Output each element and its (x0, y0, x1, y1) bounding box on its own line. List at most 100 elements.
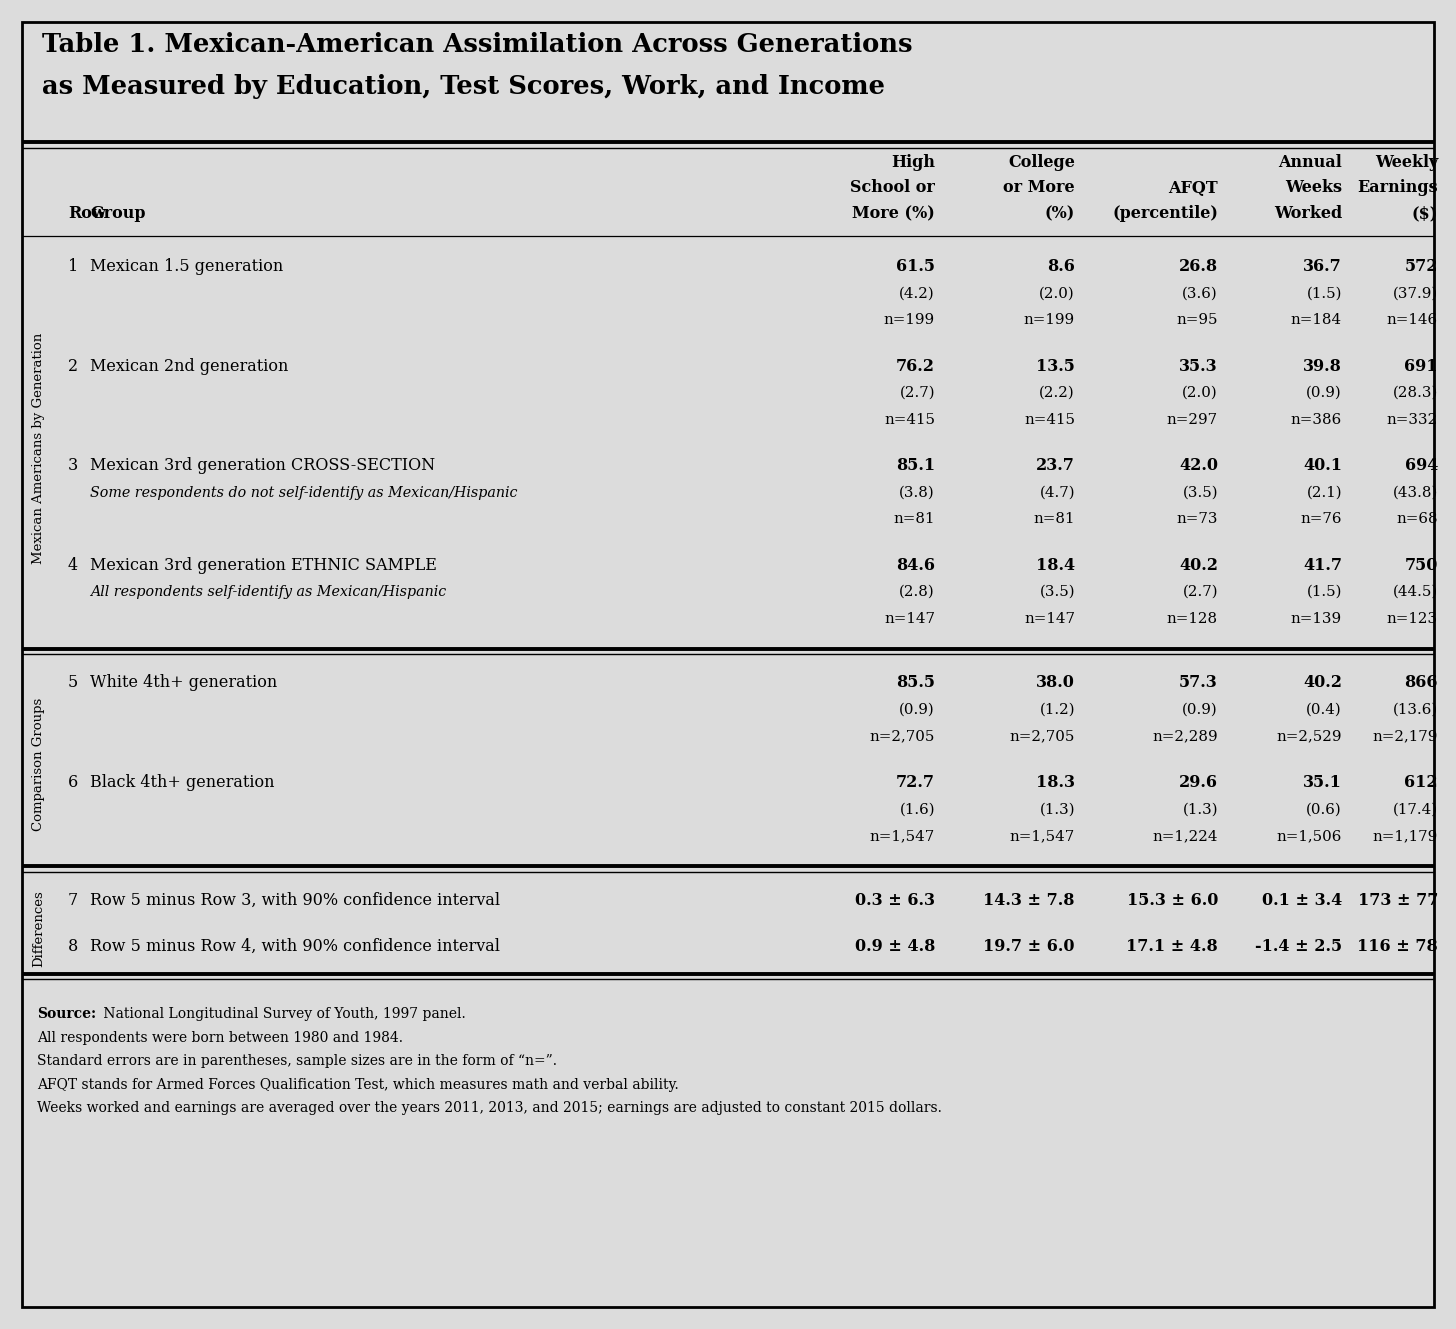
Text: 72.7: 72.7 (895, 773, 935, 791)
Text: 116 ± 78: 116 ± 78 (1357, 938, 1439, 956)
Text: 17.1 ± 4.8: 17.1 ± 4.8 (1127, 938, 1219, 956)
Text: 35.3: 35.3 (1179, 358, 1219, 375)
Text: n=147: n=147 (884, 611, 935, 626)
Text: (3.8): (3.8) (900, 485, 935, 500)
Text: n=128: n=128 (1166, 611, 1219, 626)
Text: 19.7 ± 6.0: 19.7 ± 6.0 (983, 938, 1075, 956)
Text: (0.4): (0.4) (1306, 703, 1342, 716)
Text: Row 5 minus Row 3, with 90% confidence interval: Row 5 minus Row 3, with 90% confidence i… (90, 892, 499, 909)
Text: (2.0): (2.0) (1182, 385, 1219, 400)
Text: n=81: n=81 (894, 512, 935, 526)
Text: n=2,179: n=2,179 (1373, 730, 1439, 743)
Text: (43.8): (43.8) (1393, 485, 1439, 500)
Text: (percentile): (percentile) (1112, 205, 1219, 222)
Text: 2: 2 (68, 358, 79, 375)
Text: 41.7: 41.7 (1303, 557, 1342, 574)
Text: 5: 5 (68, 674, 79, 691)
Text: n=123: n=123 (1388, 611, 1439, 626)
Text: Row 5 minus Row 4, with 90% confidence interval: Row 5 minus Row 4, with 90% confidence i… (90, 938, 499, 956)
Text: -1.4 ± 2.5: -1.4 ± 2.5 (1255, 938, 1342, 956)
Text: 3: 3 (68, 457, 79, 474)
Text: Mexican 3rd generation CROSS-SECTION: Mexican 3rd generation CROSS-SECTION (90, 457, 435, 474)
Text: (0.6): (0.6) (1306, 803, 1342, 816)
Text: 15.3 ± 6.0: 15.3 ± 6.0 (1127, 892, 1219, 909)
Text: 18.4: 18.4 (1035, 557, 1075, 574)
Text: National Longitudinal Survey of Youth, 1997 panel.: National Longitudinal Survey of Youth, 1… (99, 1007, 466, 1021)
Text: Earnings: Earnings (1357, 179, 1439, 197)
Text: (4.2): (4.2) (900, 287, 935, 300)
Text: or More: or More (1003, 179, 1075, 197)
Text: AFQT stands for Armed Forces Qualification Test, which measures math and verbal : AFQT stands for Armed Forces Qualificati… (36, 1078, 678, 1092)
Text: n=2,705: n=2,705 (1009, 730, 1075, 743)
Text: High: High (891, 154, 935, 171)
Text: (1.2): (1.2) (1040, 703, 1075, 716)
Text: n=386: n=386 (1291, 412, 1342, 427)
Text: n=332: n=332 (1386, 412, 1439, 427)
Text: (37.9): (37.9) (1393, 287, 1439, 300)
Text: 8.6: 8.6 (1047, 258, 1075, 275)
Text: n=415: n=415 (1024, 412, 1075, 427)
Text: (13.6): (13.6) (1393, 703, 1439, 716)
Text: 26.8: 26.8 (1179, 258, 1219, 275)
Text: 84.6: 84.6 (895, 557, 935, 574)
Text: (4.7): (4.7) (1040, 485, 1075, 500)
Text: 23.7: 23.7 (1037, 457, 1075, 474)
Text: 42.0: 42.0 (1179, 457, 1219, 474)
Text: 612: 612 (1405, 773, 1439, 791)
Text: Some respondents do not self-identify as Mexican/Hispanic: Some respondents do not self-identify as… (90, 485, 517, 500)
Text: 1: 1 (68, 258, 79, 275)
Text: 38.0: 38.0 (1037, 674, 1075, 691)
Text: (28.3): (28.3) (1393, 385, 1439, 400)
Text: n=73: n=73 (1176, 512, 1219, 526)
Text: (2.7): (2.7) (900, 385, 935, 400)
Text: Annual: Annual (1278, 154, 1342, 171)
Text: (2.0): (2.0) (1040, 287, 1075, 300)
Text: Mexican 1.5 generation: Mexican 1.5 generation (90, 258, 284, 275)
Text: 13.5: 13.5 (1037, 358, 1075, 375)
Text: All respondents self-identify as Mexican/Hispanic: All respondents self-identify as Mexican… (90, 585, 446, 599)
Text: College: College (1008, 154, 1075, 171)
Text: 57.3: 57.3 (1179, 674, 1219, 691)
Text: (1.3): (1.3) (1040, 803, 1075, 816)
Text: AFQT: AFQT (1168, 179, 1219, 197)
Text: 61.5: 61.5 (895, 258, 935, 275)
Text: (2.1): (2.1) (1306, 485, 1342, 500)
Text: Weeks: Weeks (1286, 179, 1342, 197)
Text: n=297: n=297 (1166, 412, 1219, 427)
Text: n=1,547: n=1,547 (1010, 829, 1075, 843)
Text: 866: 866 (1405, 674, 1439, 691)
Text: n=2,289: n=2,289 (1152, 730, 1219, 743)
Text: 750: 750 (1405, 557, 1439, 574)
Text: n=199: n=199 (1024, 314, 1075, 327)
Text: n=81: n=81 (1034, 512, 1075, 526)
Text: 35.1: 35.1 (1303, 773, 1342, 791)
Text: 40.1: 40.1 (1303, 457, 1342, 474)
Text: (1.5): (1.5) (1306, 287, 1342, 300)
Text: 14.3 ± 7.8: 14.3 ± 7.8 (983, 892, 1075, 909)
Text: More (%): More (%) (852, 205, 935, 222)
Text: 572: 572 (1405, 258, 1439, 275)
Text: 18.3: 18.3 (1037, 773, 1075, 791)
Text: n=146: n=146 (1388, 314, 1439, 327)
Text: (1.6): (1.6) (900, 803, 935, 816)
Text: 76.2: 76.2 (895, 358, 935, 375)
Text: n=139: n=139 (1291, 611, 1342, 626)
Text: Group: Group (90, 205, 146, 222)
Text: (%): (%) (1045, 205, 1075, 222)
Text: n=2,529: n=2,529 (1277, 730, 1342, 743)
Text: White 4th+ generation: White 4th+ generation (90, 674, 277, 691)
Text: Comparison Groups: Comparison Groups (32, 698, 45, 832)
Text: Source:: Source: (36, 1007, 96, 1021)
Text: All respondents were born between 1980 and 1984.: All respondents were born between 1980 a… (36, 1031, 403, 1045)
Text: n=1,547: n=1,547 (869, 829, 935, 843)
Text: n=1,179: n=1,179 (1373, 829, 1439, 843)
Text: (2.7): (2.7) (1182, 585, 1219, 599)
Text: n=95: n=95 (1176, 314, 1219, 327)
Text: Standard errors are in parentheses, sample sizes are in the form of “n=”.: Standard errors are in parentheses, samp… (36, 1054, 558, 1069)
Text: n=184: n=184 (1291, 314, 1342, 327)
Text: Differences: Differences (32, 890, 45, 968)
Text: 29.6: 29.6 (1179, 773, 1219, 791)
Text: (3.6): (3.6) (1182, 287, 1219, 300)
Text: Table 1. Mexican-American Assimilation Across Generations: Table 1. Mexican-American Assimilation A… (42, 32, 913, 57)
Text: (3.5): (3.5) (1182, 485, 1219, 500)
